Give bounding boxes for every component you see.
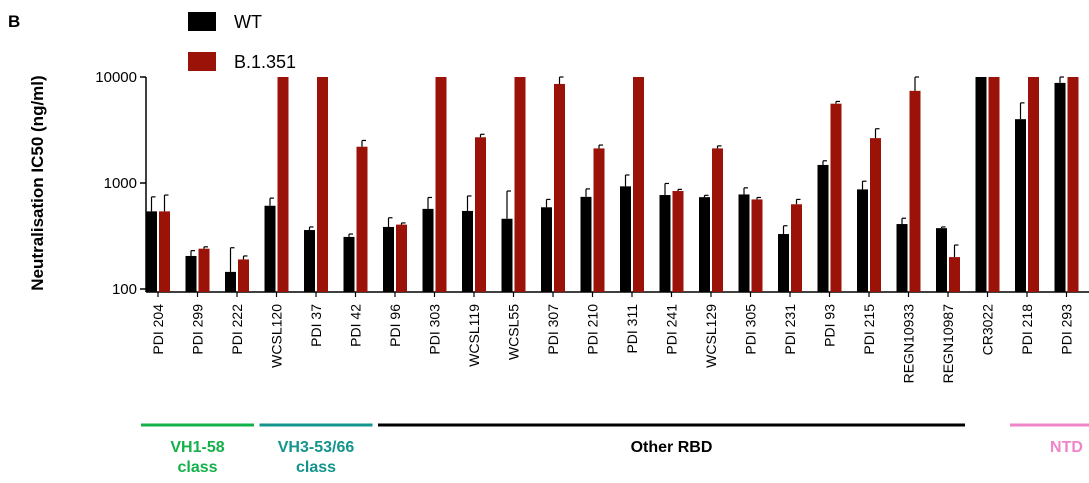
bar-wt	[304, 230, 315, 292]
y-tick-label: 10000	[95, 69, 137, 86]
bar-b1351	[830, 103, 842, 292]
bar-wt	[185, 255, 197, 292]
bar-wt	[659, 195, 671, 292]
bar-wt	[541, 207, 552, 292]
x-tick-label: WCSL129	[703, 304, 719, 368]
x-tick-label: PDI 204	[150, 304, 166, 355]
x-tick-label: PDI 210	[585, 304, 601, 355]
x-tick-label: PDI 96	[387, 304, 403, 347]
bar-b1351	[791, 204, 802, 292]
bar-b1351	[475, 137, 486, 292]
y-axis: 100 1000 10000	[95, 69, 147, 298]
legend-swatch	[188, 12, 216, 31]
bar-wt	[975, 77, 987, 292]
bar-b1351	[317, 77, 328, 292]
bar-b1351	[909, 90, 921, 292]
bar-b1351	[870, 138, 881, 292]
bar-b1351	[396, 224, 407, 292]
bar-b1351	[238, 259, 249, 292]
bar-wt	[620, 186, 631, 292]
bar-b1351	[633, 77, 644, 292]
bar-b1351	[949, 257, 960, 292]
bar-wt	[699, 197, 710, 292]
bar-b1351	[751, 199, 763, 292]
bar-b1351	[514, 77, 526, 292]
y-tick-label: 1000	[104, 175, 137, 192]
bar-wt	[857, 189, 868, 292]
legend-swatch	[188, 52, 216, 71]
bars	[146, 76, 1089, 297]
bar-wt	[383, 226, 394, 292]
bar-b1351	[159, 211, 170, 292]
group-label: class	[296, 459, 336, 476]
legend-label: B.1.351	[234, 52, 296, 72]
bar-wt	[778, 234, 789, 292]
x-tick-label: PDI 222	[229, 304, 245, 355]
x-tick-label: CR3022	[980, 304, 996, 356]
x-tick-label: REGN10987	[940, 304, 956, 384]
legend-label: WT	[234, 12, 262, 32]
x-tick-label: PDI 231	[782, 304, 798, 355]
x-tick-label: PDI 293	[1059, 304, 1075, 355]
bar-wt	[936, 228, 947, 292]
x-tick-label: PDI 37	[308, 304, 324, 347]
bar-wt	[896, 224, 908, 292]
x-tick-label: PDI 93	[822, 304, 838, 347]
bar-wt	[146, 211, 157, 292]
bar-b1351	[1028, 77, 1039, 292]
group-label: VH1-58	[170, 439, 224, 456]
group-label: VH3-53/66	[278, 439, 355, 456]
x-tick-label: PDI 42	[348, 304, 364, 347]
bar-wt	[343, 236, 355, 292]
x-tick-label: PDI 307	[545, 304, 561, 355]
x-tick-label: PDI 299	[190, 304, 206, 355]
bar-wt	[225, 271, 236, 292]
bar-b1351	[672, 191, 684, 292]
x-tick-label: PDI 215	[861, 304, 877, 355]
bar-b1351	[988, 77, 1000, 292]
group-label: NTD	[1050, 439, 1083, 456]
bar-wt	[580, 196, 592, 292]
x-tick-label: WCSL55	[506, 304, 522, 360]
group-label: class	[177, 459, 217, 476]
y-axis-label: Neutralisation IC50 (ng/ml)	[28, 75, 47, 290]
bar-b1351	[356, 146, 368, 292]
legend: WT B.1.351	[188, 12, 296, 72]
bar-b1351	[593, 148, 605, 292]
bar-wt	[1015, 119, 1026, 292]
bar-wt	[1054, 82, 1066, 293]
x-tick-label: PDI 303	[427, 304, 443, 355]
bar-wt	[462, 210, 473, 292]
x-tick-label: PDI 218	[1019, 304, 1035, 355]
group-annotations: VH1-58 class VH3-53/66 class Other RBD NTD	[141, 423, 1089, 476]
bar-wt	[501, 218, 513, 292]
x-tick-label: PDI 305	[743, 304, 759, 355]
x-tick-label: REGN10933	[901, 304, 917, 384]
bar-b1351	[435, 77, 447, 292]
bar-wt	[264, 205, 276, 292]
bar-b1351	[198, 248, 210, 292]
y-tick-label: 100	[112, 281, 137, 298]
bar-b1351	[277, 77, 289, 292]
bar-wt	[817, 164, 829, 292]
x-tick-label: WCSL119	[466, 304, 482, 367]
bar-wt	[738, 194, 750, 292]
bar-b1351	[712, 148, 723, 292]
bar-wt	[422, 208, 434, 292]
x-tick-label: WCSL120	[269, 304, 285, 368]
panel-label: B	[8, 12, 20, 31]
x-axis-labels: PDI 204 PDI 299 PDI 222 WCSL120 PDI 37 PDI 42…	[150, 304, 1075, 384]
x-tick-label: PDI 311	[624, 304, 640, 354]
x-tick-label: PDI 241	[664, 304, 680, 355]
bar-b1351	[1067, 77, 1079, 292]
bar-b1351	[554, 83, 565, 292]
group-label: Other RBD	[631, 439, 713, 456]
